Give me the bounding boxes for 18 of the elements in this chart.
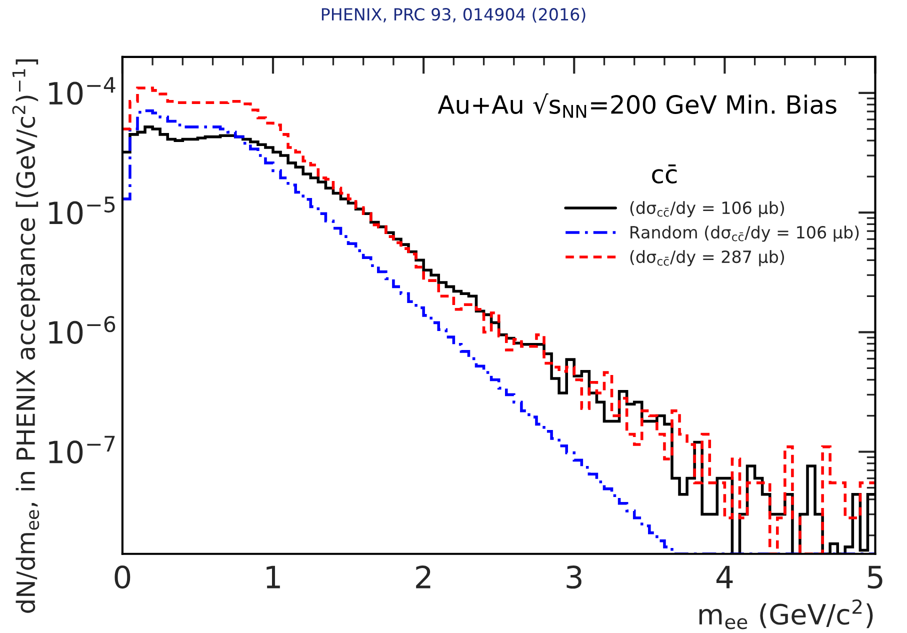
x-axis-title: m$_{ee}$ (GeV/c$^{2}$) xyxy=(699,599,873,630)
x-tick-label: 2 xyxy=(416,566,430,588)
x-tick-label: 0 xyxy=(114,566,130,589)
x-tick-label: 5 xyxy=(868,566,882,589)
annotation: cc̄ xyxy=(652,164,677,184)
y-tick-label: 10$^{−4}$ xyxy=(49,77,116,105)
x-tick-label: 4 xyxy=(716,566,733,588)
legend-label: Random (dσ$_{cc̄}$/dy = 106 μb) xyxy=(630,226,859,242)
legend-label: (dσ$_{cc̄}$/dy = 106 μb) xyxy=(630,201,784,218)
annotation: Au+Au √s$_{NN}$=200 GeV Min. Bias xyxy=(438,93,836,118)
text: PHENIX, PRC 93, 014904 (2016) xyxy=(322,8,586,23)
y-tick-label: 10$^{−7}$ xyxy=(49,436,115,464)
y-tick-label: 10$^{−5}$ xyxy=(49,196,115,224)
x-tick-label: 1 xyxy=(266,566,280,588)
y-axis-title: dN/dm$_{ee}$, in PHENIX acceptance [(GeV/c$^{2}$)$^{−1}$] xyxy=(12,59,40,613)
legend-label: (dσ$_{cc̄}$/dy = 287 μb) xyxy=(630,250,784,266)
x-tick-label: 3 xyxy=(566,566,582,589)
y-tick-label: 10$^{−6}$ xyxy=(49,316,116,344)
